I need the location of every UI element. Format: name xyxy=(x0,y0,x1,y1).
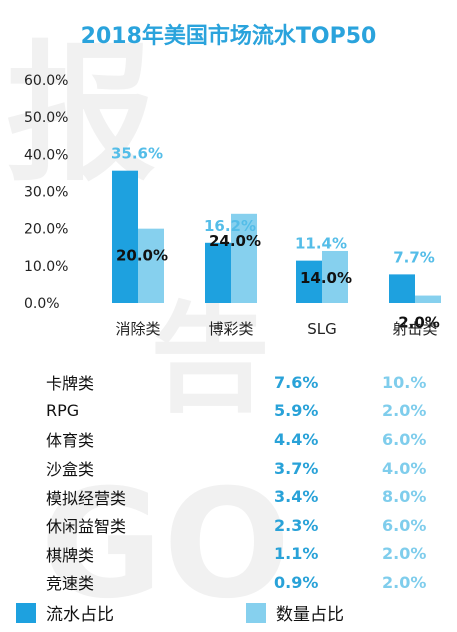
genre-name: 棋牌类 xyxy=(46,545,95,565)
data-label-series-a: 35.6% xyxy=(111,145,163,163)
genre-table: 卡牌类 7.6% 10.% RPG 5.9% 2.0% 体育类 4.4% 6.0% 沙盒类 3.7%… xyxy=(46,368,446,597)
genre-name: RPG xyxy=(46,401,80,421)
table-row: 体育类 4.4% 6.0% xyxy=(46,425,446,454)
bar-series-b xyxy=(231,213,257,303)
genre-name: 卡牌类 xyxy=(46,374,95,394)
legend-swatch xyxy=(16,602,36,623)
count-share: 10.% xyxy=(382,372,427,392)
bar-series-a xyxy=(389,274,415,303)
legend-label: 流水占比 xyxy=(46,605,114,625)
revenue-share: 3.4% xyxy=(274,487,319,507)
category-label: 博彩类 xyxy=(208,320,253,338)
watermark-text: 报 xyxy=(6,28,157,202)
bar-series-a xyxy=(205,242,231,303)
count-share: 8.0% xyxy=(382,487,427,507)
y-tick-label: 30.0% xyxy=(24,185,68,201)
revenue-share: 4.4% xyxy=(274,429,319,449)
table-row: 沙盒类 3.7% 4.0% xyxy=(46,454,446,483)
table-row: 竞速类 0.9% 2.0% xyxy=(46,568,446,597)
watermark-text: GO xyxy=(40,458,291,632)
y-tick-label: 20.0% xyxy=(24,222,68,238)
category-label: 消除类 xyxy=(115,320,160,338)
y-tick-label: 60.0% xyxy=(24,73,68,89)
count-share: 6.0% xyxy=(382,515,427,535)
data-label-series-b: 2.0% xyxy=(398,314,440,332)
count-share: 2.0% xyxy=(382,544,427,564)
table-row: 休闲益智类 2.3% 6.0% xyxy=(46,511,446,540)
legend-item-series-b: 数量占比 xyxy=(246,600,344,625)
legend-label: 数量占比 xyxy=(276,605,344,625)
count-share: 2.0% xyxy=(382,401,427,421)
bar-series-a xyxy=(112,170,138,303)
revenue-share: 7.6% xyxy=(274,372,319,392)
y-tick-label: 10.0% xyxy=(24,259,68,275)
watermark-text: 告 xyxy=(150,290,270,429)
data-label-series-b: 20.0% xyxy=(116,247,168,265)
genre-name: 沙盒类 xyxy=(46,460,95,480)
genre-name: 体育类 xyxy=(46,431,95,451)
revenue-share: 5.9% xyxy=(274,401,319,421)
bar-chart: 0.0% 10.0% 20.0% 30.0% 40.0% 50.0% 60.0% 35.6% 2… xyxy=(24,73,441,338)
revenue-share: 2.3% xyxy=(274,515,319,535)
category-label: 射击类 xyxy=(392,320,437,338)
table-row: RPG 5.9% 2.0% xyxy=(46,397,446,426)
data-label-series-b: 14.0% xyxy=(300,269,352,287)
data-label-series-a: 7.7% xyxy=(393,248,435,266)
count-share: 4.0% xyxy=(382,458,427,478)
category-label: SLG xyxy=(307,320,337,338)
count-share: 6.0% xyxy=(382,429,427,449)
revenue-share: 0.9% xyxy=(274,572,319,592)
genre-name: 竞速类 xyxy=(46,574,95,594)
data-label-series-a: 11.4% xyxy=(295,235,347,253)
y-tick-label: 0.0% xyxy=(24,296,60,312)
bar-series-a xyxy=(296,260,322,303)
data-label-series-a: 16.2% xyxy=(204,217,256,235)
legend-item-series-a: 流水占比 xyxy=(16,600,114,625)
bar-series-b xyxy=(415,295,441,303)
table-row: 模拟经营类 3.4% 8.0% xyxy=(46,482,446,511)
bar-series-b xyxy=(138,228,164,303)
table-row: 棋牌类 1.1% 2.0% xyxy=(46,540,446,569)
genre-name: 模拟经营类 xyxy=(46,488,127,508)
y-tick-label: 50.0% xyxy=(24,110,68,126)
bar-series-b xyxy=(322,250,348,303)
revenue-share: 1.1% xyxy=(274,544,319,564)
genre-name: 休闲益智类 xyxy=(46,517,127,537)
y-tick-label: 40.0% xyxy=(24,147,68,163)
data-label-series-b: 24.0% xyxy=(209,232,261,250)
revenue-share: 3.7% xyxy=(274,458,319,478)
legend-swatch xyxy=(246,602,266,623)
count-share: 2.0% xyxy=(382,572,427,592)
chart-title: 2018年美国市场流水TOP50 xyxy=(80,24,377,49)
table-row: 卡牌类 7.6% 10.% xyxy=(46,368,446,397)
